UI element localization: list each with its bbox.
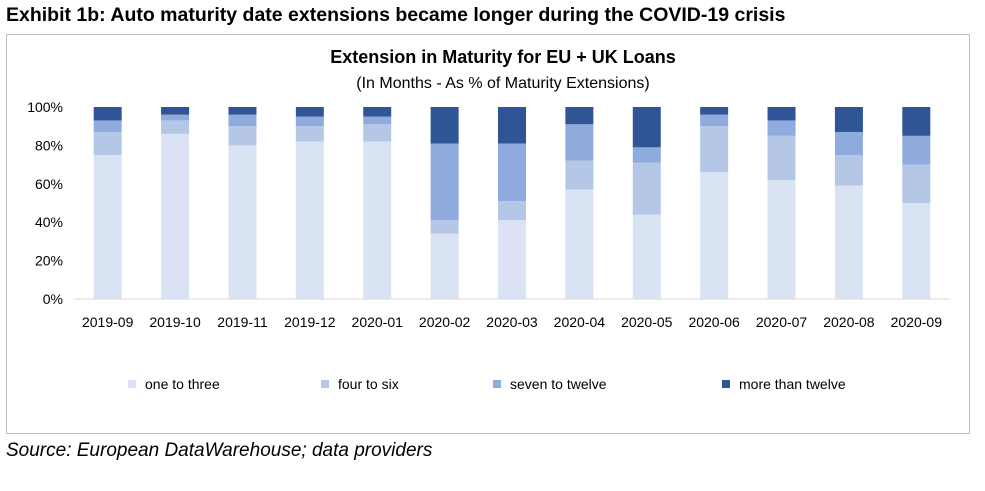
- bar-segment-more-than-twelve-2019-10: [161, 107, 190, 115]
- x-tick-label: 2020-01: [352, 314, 404, 330]
- bar-segment-one-to-three-2020-08: [834, 185, 863, 299]
- bar-segment-four-to-six-2019-10: [161, 120, 190, 134]
- y-tick-label: 100%: [27, 99, 63, 115]
- x-tick-label: 2020-08: [823, 314, 875, 330]
- bar-segment-more-than-twelve-2020-02: [430, 107, 459, 144]
- chart-subtitle: (In Months - As % of Maturity Extensions…: [356, 75, 649, 92]
- source-note: Source: European DataWarehouse; data pro…: [6, 440, 433, 461]
- bar-segment-more-than-twelve-2020-08: [834, 107, 863, 132]
- stacked-bar-chart: Extension in Maturity for EU + UK Loans …: [27, 47, 950, 392]
- bar-segment-seven-to-twelve-2019-11: [228, 114, 257, 127]
- x-tick-label: 2020-06: [688, 314, 740, 330]
- x-tick-label: 2020-07: [756, 314, 808, 330]
- bar-segment-one-to-three-2020-06: [700, 172, 729, 299]
- bar-segment-seven-to-twelve-2020-05: [632, 147, 661, 163]
- bar-segment-four-to-six-2020-08: [834, 155, 863, 186]
- y-tick-label: 20%: [35, 253, 63, 269]
- bar-segment-four-to-six-2020-04: [565, 160, 594, 190]
- bar-segment-more-than-twelve-2020-09: [902, 107, 931, 136]
- bar-segment-four-to-six-2020-07: [767, 135, 796, 180]
- bar-segment-seven-to-twelve-2020-09: [902, 135, 931, 165]
- legend: one to three four to six seven to twelve mo…: [128, 376, 846, 392]
- bar-segment-seven-to-twelve-2020-07: [767, 120, 796, 136]
- bar-segment-seven-to-twelve-2020-08: [834, 131, 863, 155]
- bar-segment-four-to-six-2020-02: [430, 220, 459, 234]
- bar-segment-one-to-three-2019-12: [295, 141, 324, 299]
- x-tick-label: 2020-02: [419, 314, 471, 330]
- bar-segment-one-to-three-2020-07: [767, 179, 796, 299]
- legend-label-one-to-three: one to three: [145, 376, 220, 392]
- bar-segment-one-to-three-2020-03: [498, 220, 526, 299]
- bar-segment-seven-to-twelve-2020-01: [363, 116, 392, 125]
- bar-segment-more-than-twelve-2019-11: [228, 107, 257, 115]
- bars-layer: [93, 107, 931, 299]
- bar-segment-more-than-twelve-2020-05: [632, 107, 661, 148]
- legend-label-four-to-six: four to six: [338, 376, 399, 392]
- legend-swatch-four-to-six: [321, 380, 329, 388]
- x-tick-label: 2020-04: [554, 314, 606, 330]
- bar-segment-one-to-three-2020-01: [363, 141, 392, 299]
- bar-segment-four-to-six-2019-09: [93, 131, 122, 155]
- bar-segment-four-to-six-2019-12: [295, 126, 324, 142]
- bar-segment-more-than-twelve-2020-04: [565, 107, 594, 125]
- x-tick-label: 2020-03: [486, 314, 538, 330]
- x-tick-label: 2019-12: [284, 314, 336, 330]
- legend-swatch-more-than-twelve: [722, 380, 730, 388]
- bar-segment-seven-to-twelve-2020-03: [498, 143, 526, 202]
- legend-label-seven-to-twelve: seven to twelve: [510, 376, 607, 392]
- y-tick-label: 0%: [43, 291, 63, 307]
- chart-frame: Extension in Maturity for EU + UK Loans …: [6, 34, 970, 434]
- axis-layer: 0% 20% 40% 60% 80% 100% 2019-09 2019-10 2019-11 2…: [27, 99, 950, 330]
- bar-segment-seven-to-twelve-2020-06: [700, 114, 729, 127]
- bar-segment-four-to-six-2020-06: [700, 126, 729, 173]
- legend-swatch-seven-to-twelve: [493, 380, 501, 388]
- exhibit-title: Exhibit 1b: Auto maturity date extension…: [6, 4, 786, 26]
- bar-segment-more-than-twelve-2020-06: [700, 107, 729, 115]
- bar-segment-seven-to-twelve-2019-09: [93, 120, 122, 132]
- y-tick-label: 60%: [35, 176, 63, 192]
- bar-segment-four-to-six-2020-03: [498, 201, 526, 221]
- legend-label-more-than-twelve: more than twelve: [739, 376, 846, 392]
- chart-title: Extension in Maturity for EU + UK Loans: [330, 47, 676, 67]
- bar-segment-more-than-twelve-2020-01: [363, 107, 392, 117]
- x-tick-label: 2019-11: [217, 314, 268, 330]
- bar-segment-more-than-twelve-2019-09: [93, 107, 122, 121]
- bar-segment-one-to-three-2020-09: [902, 203, 931, 299]
- bar-segment-four-to-six-2020-09: [902, 164, 931, 203]
- x-tick-label: 2019-10: [149, 314, 201, 330]
- bar-segment-seven-to-twelve-2020-02: [430, 143, 459, 221]
- bar-segment-one-to-three-2019-11: [228, 145, 257, 299]
- bar-segment-more-than-twelve-2020-03: [498, 107, 526, 144]
- bar-segment-more-than-twelve-2020-07: [767, 107, 796, 121]
- bar-segment-seven-to-twelve-2019-10: [161, 114, 190, 121]
- bar-segment-four-to-six-2020-01: [363, 124, 392, 142]
- bar-segment-four-to-six-2019-11: [228, 126, 257, 146]
- x-tick-label: 2019-09: [82, 314, 134, 330]
- bar-segment-seven-to-twelve-2019-12: [295, 116, 324, 127]
- bar-segment-one-to-three-2020-04: [565, 189, 594, 299]
- y-tick-label: 80%: [35, 137, 63, 153]
- bar-segment-one-to-three-2020-05: [632, 214, 661, 299]
- bar-segment-seven-to-twelve-2020-04: [565, 124, 594, 161]
- bar-segment-one-to-three-2019-09: [93, 155, 122, 299]
- legend-swatch-one-to-three: [128, 380, 136, 388]
- x-tick-label: 2020-05: [621, 314, 673, 330]
- bar-segment-four-to-six-2020-05: [632, 162, 661, 215]
- x-tick-label: 2020-09: [891, 314, 943, 330]
- y-tick-label: 40%: [35, 214, 63, 230]
- bar-segment-one-to-three-2020-02: [430, 233, 459, 299]
- bar-segment-one-to-three-2019-10: [161, 133, 190, 299]
- bar-segment-more-than-twelve-2019-12: [295, 107, 324, 117]
